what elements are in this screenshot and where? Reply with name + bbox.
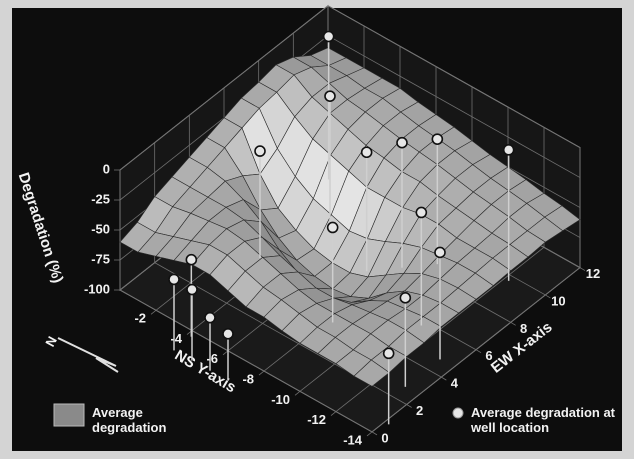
well-marker [324, 90, 336, 102]
x-tick-label: 12 [586, 266, 600, 281]
tick-mark [441, 376, 447, 381]
well-marker [204, 311, 216, 324]
well-marker [382, 347, 395, 360]
z-tick-label: 0 [103, 161, 110, 176]
x-tick-label: 10 [551, 293, 565, 308]
grid-line [327, 35, 581, 178]
x-tick-label: 8 [520, 321, 527, 336]
x-tick-label: 2 [416, 403, 423, 418]
y-tick-label: -12 [307, 412, 326, 427]
well-marker [396, 136, 408, 149]
z-tick-label: -100 [84, 281, 110, 296]
legend-label: Average degradation [92, 405, 167, 435]
surface [119, 47, 581, 387]
z-tick-label: -75 [91, 251, 110, 266]
y-tick-label: -4 [170, 331, 182, 346]
tick-mark [150, 309, 157, 315]
grid-line [371, 267, 581, 433]
tick-mark [366, 431, 373, 437]
tick-mark [222, 350, 229, 356]
legend-label: Average degradation at well location [471, 405, 616, 435]
well-marker [168, 273, 180, 286]
x-tick-label: 4 [451, 376, 459, 391]
tick-mark [545, 294, 551, 299]
x-tick-label: 6 [485, 348, 492, 363]
y-tick-label: -14 [343, 432, 363, 447]
tick-mark [510, 321, 516, 326]
grid-line [327, 5, 581, 148]
well-marker [415, 206, 428, 219]
well-marker [434, 246, 446, 259]
tick-mark [475, 349, 482, 354]
grid-line [119, 5, 329, 171]
well-marker [186, 283, 198, 296]
well-marker [254, 145, 266, 157]
tick-mark [371, 431, 378, 436]
well-marker [222, 328, 234, 340]
grid-line [119, 289, 373, 433]
well-marker [322, 30, 335, 43]
tick-mark [258, 370, 265, 376]
legend-marker [452, 407, 464, 419]
well-marker [431, 133, 444, 145]
y-tick-label: -8 [242, 372, 254, 387]
x-tick-label: 0 [381, 430, 388, 445]
well-marker [399, 292, 412, 304]
tick-mark [579, 267, 586, 271]
north-arrow-shape [57, 337, 119, 373]
well-marker [360, 146, 373, 159]
well-marker [185, 253, 198, 266]
well-marker [326, 221, 339, 234]
y-tick-label: -10 [271, 392, 290, 407]
tick-mark [330, 411, 337, 416]
z-tick-label: -50 [91, 221, 110, 236]
z-tick-label: -25 [91, 191, 110, 206]
y-tick-label: -6 [206, 351, 218, 366]
well-marker [502, 144, 515, 156]
tick-mark [294, 391, 301, 396]
legend-swatch [53, 403, 85, 427]
y-tick-label: -2 [134, 311, 146, 326]
tick-mark [406, 404, 412, 408]
